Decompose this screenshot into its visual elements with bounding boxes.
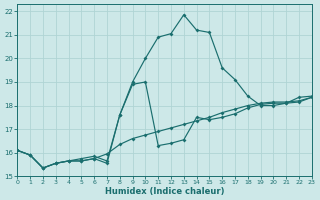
X-axis label: Humidex (Indice chaleur): Humidex (Indice chaleur) bbox=[105, 187, 224, 196]
